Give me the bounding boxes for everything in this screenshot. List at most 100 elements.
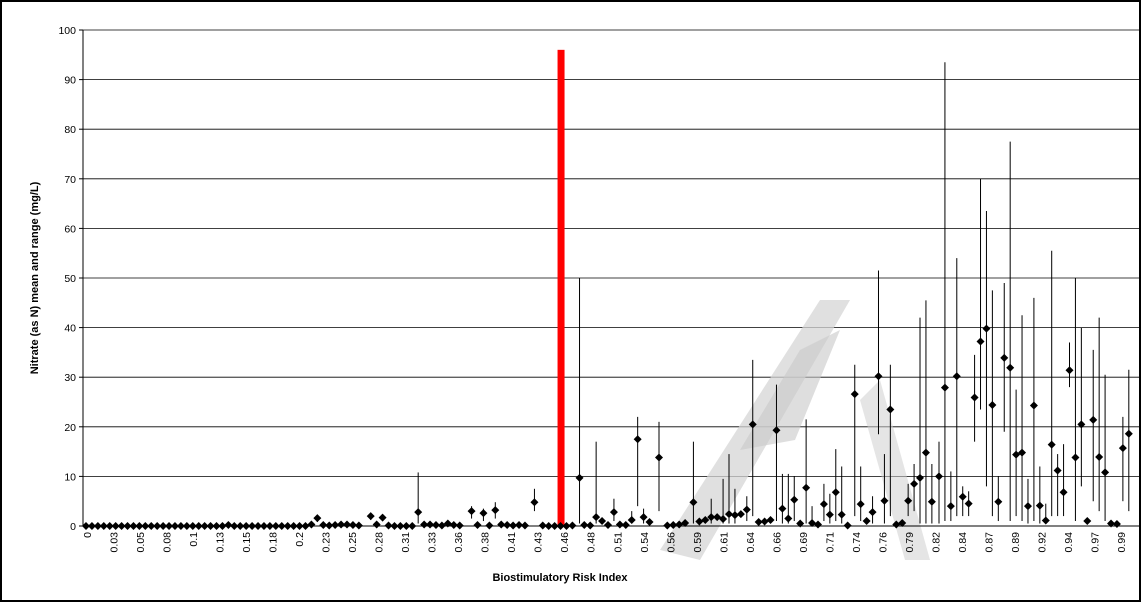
x-tick-label: 0.69 bbox=[798, 532, 810, 553]
data-point bbox=[904, 496, 913, 505]
y-tick-label: 0 bbox=[70, 521, 76, 533]
data-point bbox=[868, 508, 877, 517]
gridlines bbox=[83, 29, 1141, 477]
data-point bbox=[1107, 519, 1116, 528]
data-points bbox=[82, 324, 1133, 530]
data-point bbox=[1041, 516, 1050, 525]
data-point bbox=[568, 521, 577, 530]
data-point bbox=[675, 520, 684, 529]
x-tick-label: 0.43 bbox=[533, 532, 545, 553]
y-tick-label: 80 bbox=[64, 124, 76, 136]
data-point bbox=[1124, 429, 1133, 438]
data-point bbox=[886, 405, 895, 414]
data-point bbox=[725, 510, 734, 519]
x-tick-label: 0.64 bbox=[745, 532, 757, 553]
data-point bbox=[366, 512, 375, 521]
data-point bbox=[604, 521, 612, 530]
x-tick-label: 0.59 bbox=[692, 532, 704, 553]
data-point bbox=[1035, 501, 1044, 510]
x-tick-label: 0 bbox=[82, 532, 94, 538]
x-tick-label: 0.15 bbox=[241, 532, 253, 553]
threshold-bar bbox=[557, 49, 565, 527]
data-point bbox=[82, 522, 90, 530]
y-tick-label: 50 bbox=[64, 273, 76, 285]
data-point bbox=[1071, 453, 1080, 462]
data-point bbox=[337, 520, 346, 529]
data-point bbox=[796, 519, 805, 528]
threshold-line bbox=[557, 49, 565, 527]
data-point bbox=[497, 520, 506, 529]
data-point bbox=[663, 521, 672, 530]
data-point bbox=[319, 521, 328, 530]
data-point bbox=[390, 522, 399, 530]
data-point bbox=[242, 522, 251, 530]
y-tick-label: 30 bbox=[64, 372, 76, 384]
data-point bbox=[538, 521, 547, 530]
data-point bbox=[200, 522, 209, 530]
data-point bbox=[1101, 468, 1110, 477]
data-point bbox=[927, 497, 936, 506]
data-point bbox=[283, 522, 292, 530]
x-tick-label: 0.36 bbox=[453, 532, 465, 553]
data-point bbox=[313, 514, 322, 523]
data-point bbox=[1083, 517, 1092, 526]
data-point bbox=[1000, 353, 1009, 362]
data-point bbox=[265, 522, 274, 530]
data-point bbox=[473, 521, 482, 530]
data-point bbox=[778, 504, 787, 513]
data-point bbox=[707, 513, 716, 522]
data-point bbox=[843, 521, 852, 530]
data-point bbox=[372, 520, 381, 529]
data-point bbox=[580, 521, 589, 530]
data-point bbox=[289, 522, 298, 530]
watermark-logo bbox=[660, 300, 930, 560]
data-point bbox=[609, 508, 618, 517]
data-point bbox=[182, 522, 191, 530]
x-tick-label: 0.89 bbox=[1010, 532, 1022, 553]
data-point bbox=[254, 522, 263, 530]
data-point bbox=[194, 522, 203, 530]
x-tick-label: 0.76 bbox=[877, 532, 889, 553]
data-point bbox=[212, 522, 221, 530]
data-point bbox=[1089, 415, 1098, 424]
data-point bbox=[224, 521, 233, 530]
data-point bbox=[117, 522, 126, 530]
data-point bbox=[940, 383, 949, 392]
data-point bbox=[420, 520, 429, 529]
data-point bbox=[784, 514, 793, 523]
data-point bbox=[206, 522, 215, 530]
data-point bbox=[1029, 401, 1038, 410]
data-point bbox=[1077, 420, 1086, 429]
data-point bbox=[976, 337, 985, 346]
data-point bbox=[467, 507, 476, 516]
x-tick-label: 0.31 bbox=[400, 532, 412, 553]
data-point bbox=[970, 393, 979, 402]
data-point bbox=[802, 483, 811, 492]
data-point bbox=[562, 522, 571, 530]
data-point bbox=[159, 522, 168, 530]
data-point bbox=[874, 372, 883, 381]
data-point bbox=[348, 521, 357, 530]
data-point bbox=[408, 522, 417, 530]
data-point bbox=[958, 492, 967, 501]
x-tick-label: 0.97 bbox=[1089, 532, 1101, 553]
data-point bbox=[218, 522, 227, 530]
x-tick-label: 0.66 bbox=[771, 532, 783, 553]
data-point bbox=[730, 511, 739, 520]
data-point bbox=[414, 508, 423, 517]
x-tick-label: 0.08 bbox=[162, 532, 174, 553]
data-point bbox=[790, 495, 799, 504]
data-point bbox=[754, 518, 763, 527]
data-point bbox=[503, 521, 512, 530]
x-tick-label: 0.13 bbox=[215, 532, 227, 553]
data-point bbox=[530, 498, 539, 507]
data-point bbox=[916, 473, 925, 482]
data-point bbox=[277, 522, 286, 530]
data-point bbox=[946, 502, 955, 511]
data-point bbox=[1023, 502, 1032, 511]
data-point bbox=[627, 516, 636, 525]
x-tick-label: 0.61 bbox=[718, 532, 730, 553]
data-point bbox=[575, 473, 584, 482]
